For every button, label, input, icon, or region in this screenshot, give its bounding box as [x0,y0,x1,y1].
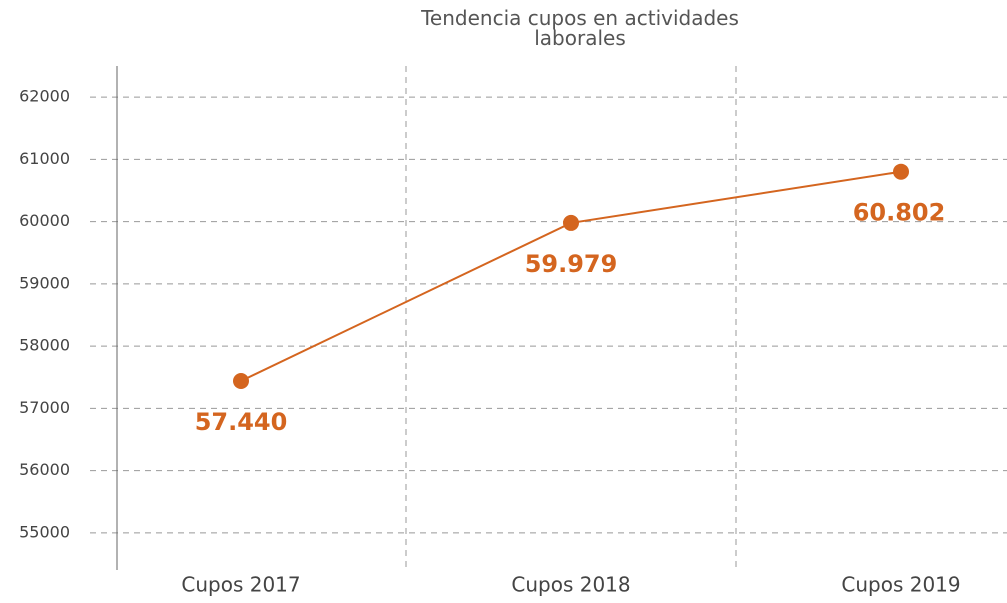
y-tick-label: 58000 [19,336,70,355]
y-tick-label: 55000 [19,522,70,541]
y-tick-label: 60000 [19,211,70,230]
x-tick-label: Cupos 2018 [511,573,630,597]
y-tick-label: 61000 [19,149,70,168]
point [563,214,579,231]
y-tick-label: 62000 [19,87,70,106]
y-tick-label: 56000 [19,460,70,479]
point [893,163,909,180]
chart-title: Tendencia cupos en actividades laborales [421,6,739,50]
x-tick-label: Cupos 2019 [841,573,960,597]
value-label: 59.979 [525,250,618,278]
value-label: 57.440 [195,408,288,436]
x-tick-label: Cupos 2017 [181,573,300,597]
value-label: 60.802 [853,199,946,227]
y-tick-label: 57000 [19,398,70,417]
y-tick-label: 59000 [19,273,70,292]
point [233,372,249,389]
